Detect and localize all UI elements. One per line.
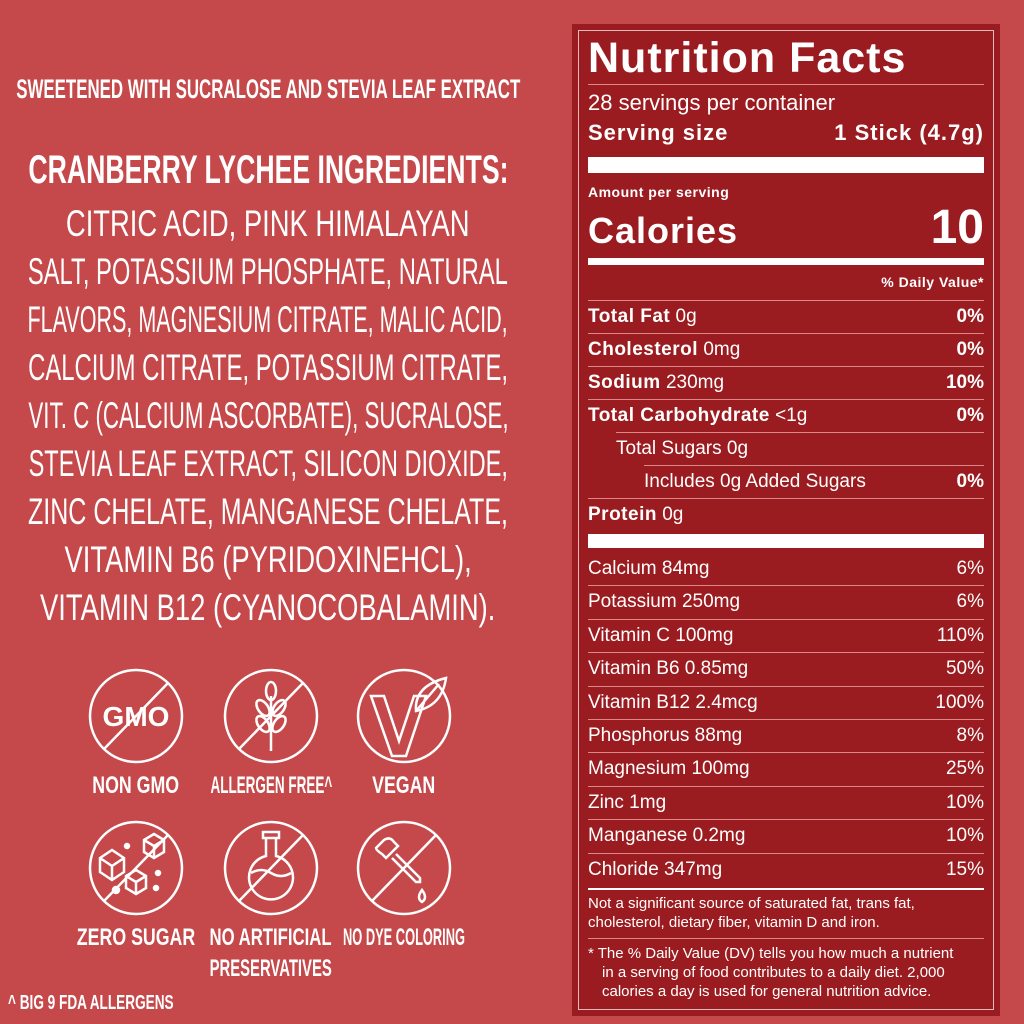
daily-value-footnote: * The % Daily Value (DV) tells you how m… xyxy=(588,945,954,1000)
svg-text:GMO: GMO xyxy=(103,701,170,732)
allergen-footnote: ^ BIG 9 FDA ALLERGENS xyxy=(8,992,174,1014)
vitamin-name: Manganese 0.2mg xyxy=(588,825,746,847)
calories-row: Calories 10 xyxy=(588,201,984,254)
vegan-icon xyxy=(356,668,452,764)
nutrient-row: Sodium 230mg 10% xyxy=(588,366,984,399)
ingredients-heading: CRANBERRY LYCHEE INGREDIENTS: xyxy=(27,148,509,192)
nutrient-amount: 0g xyxy=(675,306,697,327)
no-flask-icon xyxy=(223,820,319,916)
vitamin-row: Calcium 84mg 6% xyxy=(588,552,984,585)
badge-label-no-artificial-preservatives: NO ARTIFICIAL PRESERVATIVES xyxy=(209,924,333,982)
vitamin-name: Phosphorus 88mg xyxy=(588,725,743,746)
ingredients-line: CALCIUM CITRATE, POTASSIUM CITRATE, xyxy=(28,347,508,388)
nutrient-row: Total Carbohydrate <1g 0% xyxy=(588,399,984,432)
vitamin-dv: 6% xyxy=(956,591,984,613)
ingredients-line: FLAVORS, MAGNESIUM CITRATE, MALIC ACID, xyxy=(27,299,509,340)
vitamin-row: Vitamin C 100mg 110% xyxy=(588,618,984,652)
nutrient-amount: 230mg xyxy=(665,372,725,393)
ingredients-line: STEVIA LEAF EXTRACT, SILICON DIOXIDE, xyxy=(28,443,508,484)
badge-label-zero-sugar: ZERO SUGAR xyxy=(76,924,196,951)
nutrient-row: Total Fat 0g 0% xyxy=(588,300,984,333)
vitamin-row: Vitamin B6 0.85mg 50% xyxy=(588,652,984,685)
no-sugar-cubes-icon xyxy=(88,820,184,916)
nutrient-name: Protein xyxy=(588,503,657,525)
nutrient-name: Total Fat xyxy=(588,306,671,327)
ingredients-line: VIT. C (CALCIUM ASCORBATE), SUCRALOSE, xyxy=(27,395,509,436)
ingredients-line: ZINC CHELATE, MANGANESE CHELATE, xyxy=(28,491,508,532)
vitamin-dv: 25% xyxy=(945,758,984,780)
badge-label-allergen-free: ALLERGEN FREE^ xyxy=(210,772,332,799)
nutrient-name: Total Sugars 0g xyxy=(616,437,749,459)
vitamin-dv: 110% xyxy=(936,624,984,646)
serving-size: Serving size 1 Stick (4.7g) xyxy=(588,120,984,145)
vitamin-row: Manganese 0.2mg 10% xyxy=(588,819,984,852)
no-wheat-icon xyxy=(223,668,319,764)
vitamin-row: Potassium 250mg 6% xyxy=(588,585,984,618)
vitamin-name: Calcium 84mg xyxy=(588,557,710,579)
not-significant-note: Not a significant source of saturated fa… xyxy=(588,895,915,931)
ingredients-list: CITRIC ACID, PINK HIMALAYAN SALT, POTASS… xyxy=(16,200,520,632)
nutrient-amount: 0g xyxy=(662,503,684,525)
nutrient-amount: <1g xyxy=(775,405,808,426)
vitamin-dv: 100% xyxy=(935,691,984,713)
nutrient-name: Cholesterol xyxy=(588,339,699,360)
vitamin-dv: 8% xyxy=(956,725,984,746)
nutrient-dv: 10% xyxy=(945,372,984,393)
vitamin-row: Phosphorus 88mg 8% xyxy=(588,719,984,752)
nutrient-row: Cholesterol 0mg 0% xyxy=(588,333,984,366)
vitamin-dv: 15% xyxy=(945,858,984,880)
vitamin-row: Zinc 1mg 10% xyxy=(588,785,984,819)
vitamin-name: Potassium 250mg xyxy=(588,591,741,613)
ingredients-line: VITAMIN B6 (PYRIDOXINEHCL), xyxy=(64,539,472,580)
ingredients-line: VITAMIN B12 (CYANOCOBALAMIN). xyxy=(40,587,496,628)
ingredients-line: CITRIC ACID, PINK HIMALAYAN xyxy=(66,203,470,244)
vitamin-name: Zinc 1mg xyxy=(588,791,667,813)
vitamin-dv: 10% xyxy=(945,825,984,847)
no-dropper-icon xyxy=(356,820,452,916)
daily-value-header: % Daily Value* xyxy=(881,274,984,290)
nutrient-name: Total Carbohydrate xyxy=(588,405,770,426)
vitamin-row: Magnesium 100mg 25% xyxy=(588,752,984,785)
nutrient-dv: 0% xyxy=(956,339,984,360)
nutrient-dv: 0% xyxy=(956,306,984,327)
vitamin-row: Chloride 347mg 15% xyxy=(588,852,984,886)
ingredients-line: SALT, POTASSIUM PHOSPHATE, NATURAL xyxy=(27,251,509,292)
badge-label-no-dye-coloring: NO DYE COLORING xyxy=(342,924,465,951)
nutrient-name: Sodium xyxy=(588,372,661,393)
vitamin-dv: 6% xyxy=(956,557,984,579)
amount-per-serving: Amount per serving xyxy=(588,184,730,200)
badge-label-non-gmo: NON GMO xyxy=(92,772,180,799)
vitamin-name: Vitamin B12 2.4mcg xyxy=(588,691,758,713)
vitamin-name: Vitamin C 100mg xyxy=(588,624,734,646)
vitamin-name: Magnesium 100mg xyxy=(588,758,750,780)
vitamin-dv: 10% xyxy=(945,791,984,813)
no-gmo-icon: GMO xyxy=(88,668,184,764)
nutrient-row: Includes 0g Added Sugars 0% xyxy=(588,465,984,498)
nutrient-row: Total Sugars 0g xyxy=(588,432,984,465)
vitamin-dv: 50% xyxy=(945,658,984,680)
nutrient-dv: 0% xyxy=(956,405,984,426)
vitamin-name: Vitamin B6 0.85mg xyxy=(588,658,749,680)
vitamin-name: Chloride 347mg xyxy=(588,858,723,880)
servings-per-container: 28 servings per container xyxy=(588,90,836,115)
nutrient-amount: 0mg xyxy=(703,339,741,360)
nutrient-dv: 0% xyxy=(956,470,984,492)
nutrition-title: Nutrition Facts xyxy=(588,34,907,82)
sweetener-note: SWEETENED WITH SUCRALOSE AND STEVIA LEAF… xyxy=(15,74,521,104)
nutrient-row: Protein 0g xyxy=(588,498,984,531)
badge-label-vegan: VEGAN xyxy=(372,772,436,799)
nutrient-name: Includes 0g Added Sugars xyxy=(644,470,866,492)
nutrition-facts-panel: Nutrition Facts 28 servings per containe… xyxy=(572,24,1000,1016)
vitamin-row: Vitamin B12 2.4mcg 100% xyxy=(588,685,984,719)
